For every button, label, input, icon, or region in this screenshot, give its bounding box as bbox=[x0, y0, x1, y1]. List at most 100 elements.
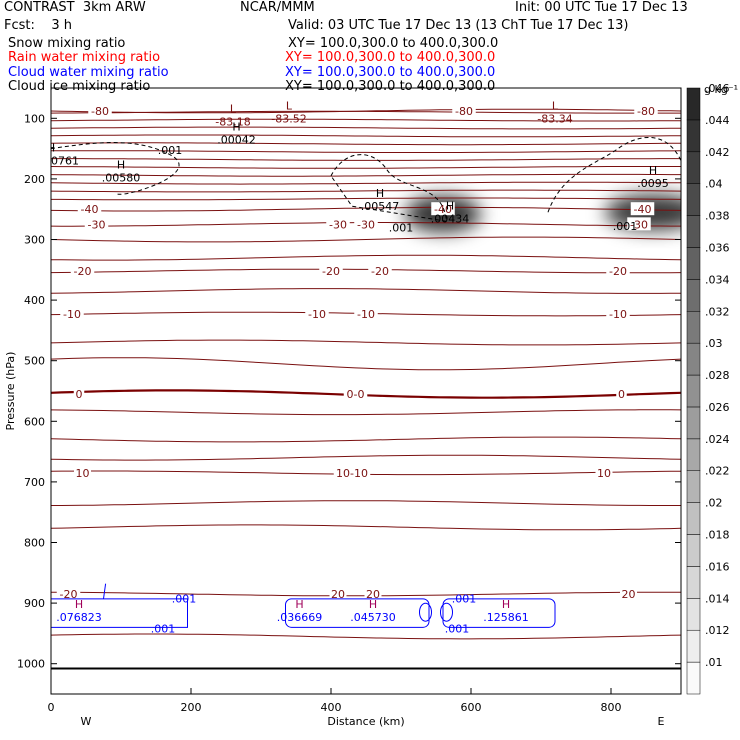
colorbar-level-label: .022 bbox=[705, 465, 730, 478]
legend-label-rain: Rain water mixing ratio bbox=[8, 50, 161, 65]
colorbar-level-label: .014 bbox=[705, 592, 730, 605]
colorbar-level-label: .024 bbox=[705, 433, 730, 446]
temperature-contour-line bbox=[51, 454, 681, 461]
temperature-contour-minus20 bbox=[51, 268, 681, 274]
temperature-contour-upper bbox=[51, 173, 681, 177]
extremum-value: -83.34 bbox=[537, 112, 572, 125]
contour-label-bg bbox=[627, 217, 651, 231]
temperature-contour-label: -10 bbox=[308, 308, 326, 321]
temperature-contour-label: -20 bbox=[371, 265, 389, 278]
temperature-contour-label: -40 bbox=[434, 203, 452, 216]
x-tick-label: 800 bbox=[601, 701, 622, 714]
y-tick-label: 700 bbox=[24, 476, 45, 489]
contour-value-label: .001 bbox=[613, 220, 638, 233]
x-tick-label: 200 bbox=[181, 701, 202, 714]
colorbar-swatch bbox=[686, 406, 701, 440]
temperature-contour-label: 10 bbox=[597, 467, 611, 480]
colorbar-swatch bbox=[686, 534, 701, 567]
colorbar-level-label: .01 bbox=[705, 656, 723, 669]
temperature-contour-line bbox=[51, 436, 681, 443]
extremum-value: .00547 bbox=[361, 200, 400, 213]
colorbar-swatch bbox=[686, 470, 701, 503]
colorbar-level-label: .044 bbox=[705, 114, 730, 127]
y-tick-label: 400 bbox=[24, 294, 45, 307]
legend-xy-rain: XY= 100.0,300.0 to 400.0,300.0 bbox=[285, 50, 496, 65]
temperature-contour-label: -20 bbox=[609, 265, 627, 278]
extremum-value: .125861 bbox=[483, 611, 529, 624]
temperature-contour-upper bbox=[51, 166, 681, 169]
temperature-contour-upper bbox=[51, 181, 681, 185]
contour-label-bg bbox=[368, 264, 392, 278]
temperature-contour-upper bbox=[51, 142, 681, 146]
extremum-marker: H bbox=[295, 598, 303, 611]
legend-xy-cloud-water: XY= 100.0,300.0 to 400.0,300.0 bbox=[285, 65, 496, 80]
legend-label-snow: Snow mixing ratio bbox=[8, 36, 126, 51]
contour-label-bg bbox=[364, 587, 382, 601]
extremum-marker: H bbox=[47, 142, 55, 155]
temperature-contour-label: 0 bbox=[618, 388, 625, 401]
colorbar-swatch bbox=[686, 598, 701, 631]
extremum-marker: H bbox=[117, 159, 125, 172]
cloud-water-cell bbox=[419, 602, 432, 622]
temperature-contour-label: -20 bbox=[322, 265, 340, 278]
init-time: Init: 00 UTC Tue 17 Dec 13 bbox=[515, 0, 688, 15]
colorbar-swatch bbox=[686, 215, 701, 248]
contour-value-label: .001 bbox=[158, 144, 183, 157]
contour-label-bg bbox=[343, 387, 368, 401]
x-tick-label: 400 bbox=[321, 701, 342, 714]
y-tick-label: 800 bbox=[24, 537, 45, 550]
extremum-value: .0095 bbox=[637, 177, 669, 190]
colorbar-level-label: .026 bbox=[705, 401, 730, 414]
contour-label-bg bbox=[595, 465, 613, 479]
forecast-hour: Fcst: 3 h bbox=[4, 18, 73, 33]
cloud-water-contour-center bbox=[285, 598, 430, 628]
plot-frame bbox=[50, 87, 682, 695]
colorbar-level-label: .042 bbox=[705, 146, 730, 159]
legend-label-cloud-ice: Cloud ice mixing ratio bbox=[8, 79, 151, 94]
temperature-contour-label: -30 bbox=[630, 218, 648, 231]
colorbar-swatch bbox=[686, 87, 701, 121]
extremum-value: .00042 bbox=[217, 133, 256, 146]
temperature-contour-label: -20 bbox=[60, 588, 78, 601]
temperature-contour-label: 0 bbox=[76, 388, 83, 401]
y-tick-label: 1000 bbox=[17, 658, 45, 671]
temperature-contour-upper bbox=[51, 197, 681, 201]
colorbar-level-label: .018 bbox=[705, 529, 730, 542]
contour-label-bg bbox=[74, 465, 91, 479]
colorbar-level-label: .032 bbox=[705, 305, 730, 318]
extremum-value: 0761 bbox=[51, 155, 79, 168]
extremum-marker: H bbox=[649, 164, 657, 177]
x-axis-title: Distance (km) bbox=[327, 715, 404, 728]
colorbar-swatch bbox=[686, 279, 701, 312]
temperature-contour-label: -40 bbox=[634, 203, 652, 216]
contour-label-bg bbox=[305, 307, 329, 321]
valid-time: Valid: 03 UTC Tue 17 Dec 13 (13 ChT Tue … bbox=[288, 18, 629, 33]
contour-value-label: .001 bbox=[445, 623, 470, 636]
model-title: CONTRAST 3km ARW bbox=[4, 0, 146, 15]
temperature-contour-upper bbox=[51, 126, 681, 130]
contour-label-bg bbox=[56, 587, 81, 601]
colorbar-swatch bbox=[686, 119, 701, 153]
contour-label-bg bbox=[84, 217, 109, 231]
temperature-contour-minus80 bbox=[51, 108, 681, 114]
temperature-contour-line bbox=[51, 236, 681, 243]
temperature-contour-line bbox=[51, 409, 681, 416]
extremum-marker: H bbox=[232, 120, 240, 133]
contour-label-bg bbox=[329, 587, 347, 601]
temperature-contour-label: -30 bbox=[329, 218, 347, 231]
colorbar-swatch bbox=[686, 438, 701, 471]
colorbar-swatch bbox=[686, 629, 701, 663]
colorbar-level-label: .012 bbox=[705, 624, 730, 637]
colorbar-swatch bbox=[686, 502, 701, 535]
x-end-label-west: W bbox=[81, 715, 92, 728]
contour-label-bg bbox=[77, 202, 102, 216]
contour-label-bg bbox=[60, 307, 84, 321]
temperature-contour-upper bbox=[51, 150, 681, 153]
legend-label-cloud-water: Cloud water mixing ratio bbox=[8, 65, 169, 80]
extremum-value: .076823 bbox=[56, 611, 102, 624]
contour-label-bg bbox=[326, 217, 350, 231]
contour-label-bg bbox=[606, 264, 630, 278]
extremum-value: -83.18 bbox=[215, 115, 250, 128]
colorbar-unit: g kg⁻¹ bbox=[704, 83, 738, 96]
contour-value-label: .001 bbox=[151, 623, 176, 636]
